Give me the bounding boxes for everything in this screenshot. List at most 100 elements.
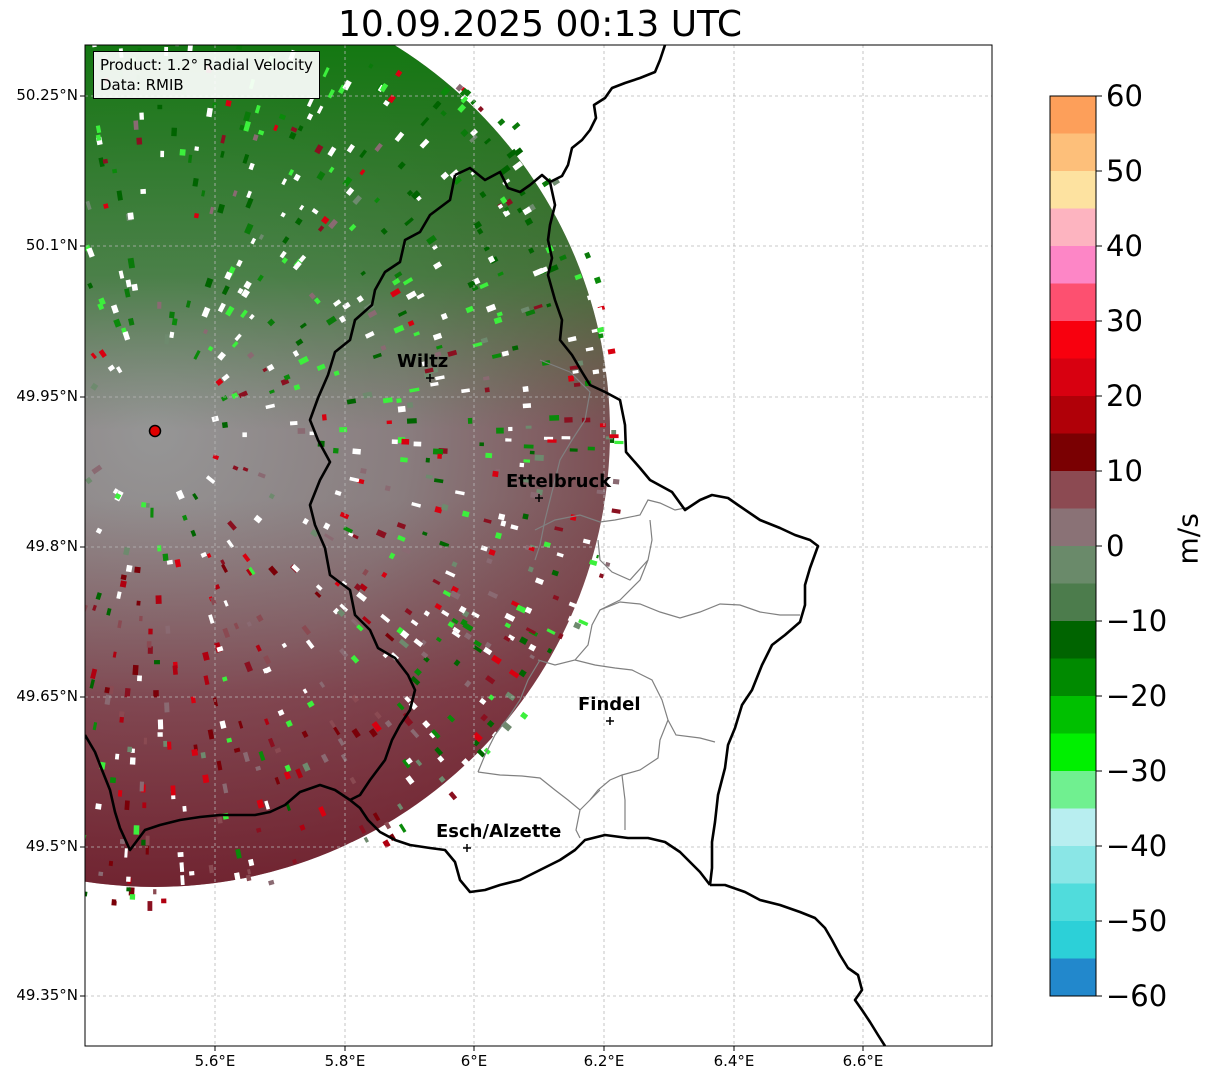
radar-speckle (461, 510, 470, 518)
radar-speckle (190, 529, 197, 537)
radar-speckle (207, 729, 215, 740)
radar-speckle (148, 628, 153, 635)
radar-speckle (607, 541, 615, 549)
radar-speckle (119, 580, 127, 588)
radar-speckle (146, 641, 152, 648)
radar-speckle (164, 334, 170, 345)
radar-speckle (263, 655, 272, 665)
radar-speckle (268, 493, 275, 500)
radar-speckle (295, 768, 304, 779)
radar-speckle (133, 825, 140, 835)
radar-speckle (206, 552, 212, 559)
radar-speckle (221, 676, 228, 682)
radar-speckle (410, 190, 421, 200)
radar-speckle (188, 154, 193, 164)
radar-speckle (516, 207, 523, 214)
radar-speckle (388, 552, 396, 560)
radar-speckle (488, 549, 496, 556)
radar-speckle (295, 338, 304, 347)
radar-speckle (305, 639, 315, 650)
radar-speckle (165, 625, 171, 634)
radar-speckle (518, 669, 527, 678)
radar-speckle (113, 318, 122, 328)
radar-speckle (372, 812, 381, 822)
radar-speckle (258, 750, 266, 762)
radar-speckle (505, 438, 512, 442)
radar-speckle (491, 731, 503, 742)
radar-speckle (155, 595, 162, 605)
radar-speckle (220, 134, 226, 144)
radar-speckle (122, 331, 131, 341)
radar-speckle (391, 439, 398, 445)
radar-speckle (291, 564, 301, 573)
radar-speckle (387, 94, 396, 104)
radar-speckle (298, 355, 310, 366)
radar-speckle (308, 292, 316, 300)
radar-speckle (233, 872, 241, 881)
radar-speckle (90, 352, 97, 360)
radar-speckle (519, 190, 526, 197)
radar-speckle (242, 153, 250, 164)
radar-speckle (316, 105, 324, 114)
radar-speckle (340, 753, 348, 762)
radar-speckle (471, 285, 479, 292)
lon-label: 6.6°E (842, 1052, 884, 1070)
radar-speckle (353, 583, 362, 592)
radar-speckle (390, 288, 401, 298)
radar-speckle (397, 310, 408, 317)
radar-speckle (212, 102, 217, 108)
radar-speckle (217, 302, 226, 313)
radar-speckle (323, 533, 334, 541)
radar-speckle (140, 188, 146, 195)
radar-speckle (399, 629, 410, 640)
radar-speckle (164, 702, 170, 713)
radar-speckle (473, 220, 483, 230)
radar-speckle (543, 436, 554, 440)
radar-speckle (292, 858, 298, 865)
radar-speckle (104, 686, 111, 694)
radar-speckle (407, 320, 415, 327)
radar-speckle (549, 415, 560, 421)
radar-speckle (345, 187, 355, 196)
radar-speckle (254, 104, 261, 114)
radar-speckle (507, 634, 516, 642)
radar-speckle (255, 765, 262, 772)
radar-speckle (238, 390, 249, 399)
radar-speckle (187, 45, 193, 52)
radar-speckle (395, 69, 403, 78)
radar-speckle (437, 453, 442, 459)
radar-speckle (98, 871, 104, 877)
radar-speckle (464, 680, 472, 688)
radar-speckle (413, 441, 422, 447)
radar-speckle (574, 273, 583, 281)
radar-speckle (92, 604, 97, 612)
radar-speckle (404, 607, 413, 616)
radar-speckle (487, 590, 499, 599)
radar-speckle (244, 661, 253, 673)
radar-speckle (582, 538, 591, 545)
radar-speckle (281, 642, 288, 649)
radar-speckle (410, 675, 421, 686)
radar-speckle (227, 520, 237, 531)
radar-speckle (349, 776, 357, 785)
radar-speckle (405, 757, 413, 765)
colorbar-band (1050, 283, 1096, 322)
radar-speckle (175, 45, 180, 47)
radar-speckle (109, 777, 117, 784)
radar-speckle (222, 783, 229, 794)
radar-speckle (209, 206, 215, 215)
radar-speckle (302, 517, 309, 525)
radar-speckle (208, 864, 214, 874)
radar-speckle (362, 391, 373, 399)
radar-speckle (194, 146, 200, 151)
radar-speckle (139, 781, 144, 792)
radar-speckle (594, 306, 603, 314)
radar-speckle (398, 823, 407, 833)
radar-speckle (523, 444, 534, 449)
radar-speckle (352, 194, 363, 205)
radar-speckle (567, 615, 578, 624)
radar-speckle (396, 702, 405, 711)
radar-speckle (359, 168, 366, 176)
radar-speckle (288, 169, 295, 176)
